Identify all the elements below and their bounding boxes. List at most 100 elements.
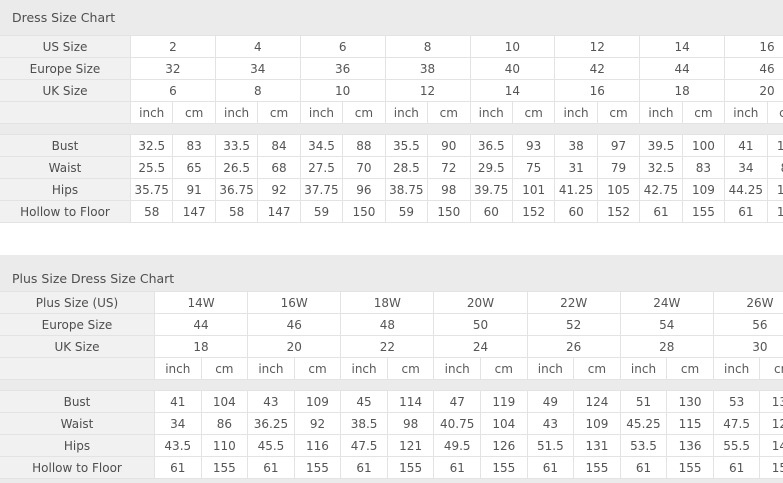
measure-cell: 155 <box>573 456 621 479</box>
size-cell: 2 <box>130 35 216 58</box>
measure-cell: 45.25 <box>619 412 668 435</box>
unit-header-cell: inch <box>712 357 761 380</box>
measure-cell: 31 <box>554 156 598 179</box>
unit-header-cell: cm <box>257 101 301 124</box>
row-label: UK Size <box>0 79 131 102</box>
measure-cell: 39.5 <box>639 134 683 157</box>
measure-cell: 29.5 <box>469 156 513 179</box>
measure-cell: 61 <box>712 456 761 479</box>
measure-cell: 25.5 <box>129 156 174 179</box>
size-cell: 14 <box>469 79 556 102</box>
measure-cell: 36.25 <box>247 412 295 435</box>
plus-size-dress-size-chart-block: Plus Size Dress Size Chart Plus Size (US… <box>0 255 783 479</box>
measure-cell: 58 <box>129 200 174 223</box>
unit-header-cell: cm <box>200 357 249 380</box>
row-label: Europe Size <box>0 313 155 336</box>
table-row: inch cm inch cm inch cm inch cm inch cm inch cm inch… <box>0 101 783 124</box>
measure-cell: 96 <box>342 178 386 201</box>
unit-header-cell: inch <box>129 101 174 124</box>
measure-cell: 115 <box>666 412 714 435</box>
size-cell: 16 <box>724 35 783 58</box>
measure-cell: 47 <box>433 390 481 413</box>
measure-cell: 58 <box>214 200 259 223</box>
size-cell: 20 <box>724 79 783 102</box>
measure-cell: 72 <box>427 156 471 179</box>
size-cell: 20W <box>433 291 528 314</box>
size-cell: 42 <box>554 57 641 80</box>
measure-cell: 104 <box>766 134 783 157</box>
measure-cell: 34 <box>154 412 202 435</box>
measure-cell: 147 <box>172 200 216 223</box>
size-cell: 20 <box>247 335 342 358</box>
size-cell: 36 <box>299 57 386 80</box>
measure-cell: 41.25 <box>554 178 598 201</box>
size-cell: 48 <box>340 313 435 336</box>
measure-cell: 109 <box>573 412 621 435</box>
measure-cell: 121 <box>759 412 783 435</box>
size-cell: 26W <box>712 291 783 314</box>
size-cell: 26 <box>526 335 621 358</box>
row-label: Hips <box>0 178 131 201</box>
measure-cell: 88 <box>342 134 386 157</box>
measure-cell: 119 <box>479 390 528 413</box>
measure-cell: 109 <box>681 178 726 201</box>
table-row: US Size 2 4 6 8 10 12 14 16 <box>0 35 783 58</box>
dress-size-chart-table: US Size 2 4 6 8 10 12 14 16 Europe Size 32 34 36 38 40… <box>0 35 783 223</box>
size-cell: 18 <box>153 335 249 358</box>
measure-cell: 59 <box>384 200 429 223</box>
measure-cell: 92 <box>257 178 301 201</box>
table-row: Hollow to Floor 61 155 61 155 61 155 61 155 61 155… <box>0 456 783 479</box>
measure-cell: 155 <box>681 200 726 223</box>
plus-size-dress-size-chart-body: Plus Size (US) 14W 16W 18W 20W 22W 24W 26W Europ… <box>0 291 783 479</box>
measure-cell: 124 <box>573 390 621 413</box>
measure-cell: 38.5 <box>340 412 388 435</box>
measure-cell: 109 <box>293 390 342 413</box>
unit-header-cell: cm <box>511 101 556 124</box>
measure-cell: 61 <box>433 456 481 479</box>
plus-size-dress-size-chart-table: Plus Size (US) 14W 16W 18W 20W 22W 24W 26W Europ… <box>0 291 783 479</box>
measure-cell: 155 <box>293 456 342 479</box>
measure-cell: 53 <box>712 390 761 413</box>
unit-header-cell: inch <box>299 101 344 124</box>
measure-cell: 92 <box>293 412 342 435</box>
measure-cell: 98 <box>427 178 471 201</box>
size-cell: 44 <box>153 313 249 336</box>
measure-cell: 104 <box>200 390 249 413</box>
size-cell: 16 <box>554 79 641 102</box>
measure-cell: 32.5 <box>129 134 174 157</box>
unit-header-cell: cm <box>766 101 783 124</box>
size-cell: 14 <box>639 35 726 58</box>
size-cell: 12 <box>554 35 641 58</box>
row-label: Waist <box>0 156 131 179</box>
size-cell: 30 <box>712 335 783 358</box>
unit-header-cell: cm <box>386 357 435 380</box>
measure-cell: 131 <box>573 434 621 457</box>
measure-cell: 32.5 <box>639 156 683 179</box>
size-cell: 50 <box>433 313 528 336</box>
measure-cell: 41 <box>724 134 768 157</box>
unit-header-cell: cm <box>596 101 641 124</box>
chart-separator <box>0 223 783 255</box>
dress-size-chart-block: Dress Size Chart US Size 2 4 6 8 10 12 14 16 Euro… <box>0 0 783 223</box>
unit-header-cell: cm <box>427 101 471 124</box>
table-row: Hips 35.75 91 36.75 92 37.75 96 38.75 98 39.75 101… <box>0 178 783 201</box>
measure-cell: 147 <box>257 200 301 223</box>
dress-size-chart-title: Dress Size Chart <box>0 0 783 35</box>
measure-cell: 38.75 <box>384 178 429 201</box>
table-spacer-row <box>0 379 783 391</box>
measure-cell: 36.75 <box>214 178 259 201</box>
unit-header-cell: inch <box>554 101 598 124</box>
table-row: UK Size 6 8 10 12 14 16 18 20 <box>0 79 783 102</box>
measure-cell: 65 <box>172 156 216 179</box>
unit-header-cell: inch <box>247 357 295 380</box>
unit-header-cell: cm <box>293 357 342 380</box>
measure-cell: 34 <box>724 156 768 179</box>
size-cell: 14W <box>153 291 249 314</box>
unit-header-cell: cm <box>681 101 726 124</box>
measure-cell: 141 <box>759 434 783 457</box>
row-label: US Size <box>0 35 131 58</box>
measure-cell: 51 <box>619 390 668 413</box>
measure-cell: 49 <box>526 390 575 413</box>
unit-header-cell: cm <box>759 357 783 380</box>
